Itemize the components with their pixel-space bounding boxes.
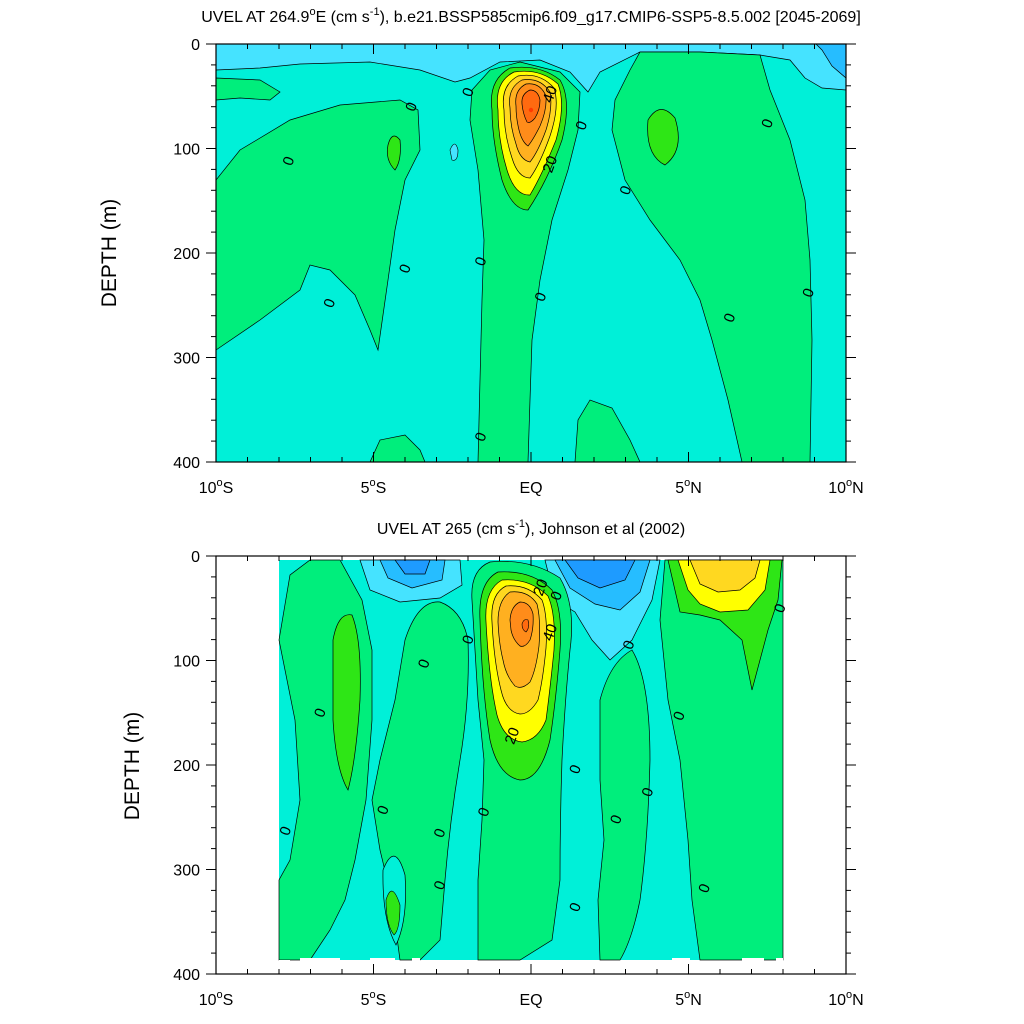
p2-x-tick-label: 10oN xyxy=(828,989,863,1009)
p2-pos-east-a xyxy=(597,649,651,961)
p1-x-tick-label: 10oS xyxy=(199,477,234,497)
p2-x-tick-label: 5oN xyxy=(675,989,702,1009)
title-2-rest: ), Johnson et al (2002) xyxy=(525,521,685,538)
title-1-mid: E (cm s xyxy=(316,9,370,26)
p2-y-tick-label: 300 xyxy=(173,863,200,880)
p2-x-tick-label: EQ xyxy=(519,992,542,1009)
p2-pos4-east-b xyxy=(689,559,761,593)
p1-y-tick-label: 200 xyxy=(173,246,200,263)
title-2-exp: -1 xyxy=(515,518,525,530)
panel-2-ylabel: DEPTH (m) xyxy=(121,712,144,821)
p1-y-tick-label: 400 xyxy=(173,455,200,472)
p2-y-tick-label: 200 xyxy=(173,758,200,775)
p1-x-tick-label: 10oN xyxy=(828,477,863,497)
title-1-deg: o xyxy=(309,6,315,18)
p1-pos2-west-lobe xyxy=(386,135,401,171)
p1-contour-label: 20 xyxy=(540,154,562,175)
p1-y-tick-label: 300 xyxy=(173,351,200,368)
p2-euc-60 xyxy=(521,619,529,633)
p2-x-tick-label: 5oS xyxy=(361,989,387,1009)
title-1-rest: ), b.e21.BSSP585cmip6.f09_g17.CMIP6-SSP5… xyxy=(380,9,861,26)
p1-neg-pocket xyxy=(449,143,459,161)
p1-contour-label: 40 xyxy=(540,84,562,105)
p1-core-point xyxy=(528,107,534,113)
p2-contour-label: 40 xyxy=(540,622,562,643)
p1-neg-surface xyxy=(216,44,846,93)
panel-2: UVEL AT 265 (cm s-1), Johnson et al (200… xyxy=(121,518,864,1009)
panel-2-field xyxy=(278,559,784,974)
panel-1-ylabel: DEPTH (m) xyxy=(98,199,121,308)
p1-pos-nw-lobe xyxy=(216,77,281,101)
p2-contour-label: 20 xyxy=(530,577,552,598)
panel-1-field xyxy=(216,44,846,462)
p1-pos-west xyxy=(216,99,421,352)
p1-x-tick-label: 5oS xyxy=(361,477,387,497)
p2-x-tick-label: 10oS xyxy=(199,989,234,1009)
title-1-main: UVEL AT 264.9 xyxy=(201,9,309,26)
p2-y-tick-label: 0 xyxy=(191,549,200,566)
title-2-main: UVEL AT 265 (cm s xyxy=(377,521,515,538)
p1-x-tick-label: 5oN xyxy=(675,477,702,497)
p2-euc-50 xyxy=(509,601,534,647)
p2-y-tick-label: 100 xyxy=(173,654,200,671)
p2-pos2-west-a xyxy=(332,614,361,791)
p2-y-tick-label: 400 xyxy=(173,967,200,984)
p1-x-tick-label: EQ xyxy=(519,480,542,497)
panel-2-title: UVEL AT 265 (cm s-1), Johnson et al (200… xyxy=(377,518,685,538)
p1-axes: 10oS 5oS EQ 5oN 10oN 0 100 200 300 400 xyxy=(173,37,863,497)
panel-1: UVEL AT 264.9oE (cm s-1), b.e21.BSSP585c… xyxy=(98,6,864,497)
title-1-exp: -1 xyxy=(370,6,380,18)
p2-contour-label: 20 xyxy=(502,725,524,746)
p1-pos-lower-left xyxy=(369,434,426,462)
p1-neg2-east xyxy=(815,44,846,79)
p1-pos-lower-eq xyxy=(574,399,641,462)
p1-euc-60 xyxy=(521,89,541,123)
p2-axes: 10oS 5oS EQ 5oN 10oN 0 100 200 300 400 xyxy=(173,549,863,1009)
p2-pos2-pocket xyxy=(385,890,401,936)
p1-y-tick-label: 100 xyxy=(173,142,200,159)
p2-neg3-west xyxy=(394,559,431,575)
p2-neg3-east xyxy=(564,559,636,589)
p1-pos2-east-lobe xyxy=(647,109,679,166)
panel-1-title: UVEL AT 264.9oE (cm s-1), b.e21.BSSP585c… xyxy=(201,6,861,26)
p1-y-tick-label: 0 xyxy=(191,37,200,54)
